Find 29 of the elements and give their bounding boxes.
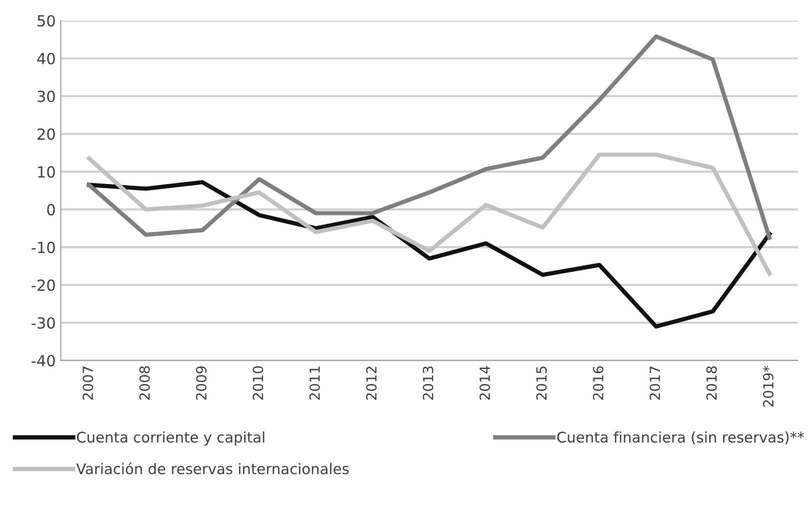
y-tick-label: -30 [32,317,55,329]
y-tick-label: -40 [32,354,55,367]
line-series [87,34,772,240]
x-tick-label: 2008 [139,366,150,400]
y-tick-label: 40 [37,52,55,64]
y-tick-label: 20 [38,128,55,140]
x-tick-label: 2013 [422,366,434,400]
x-tick-label: 2017 [650,366,660,400]
y-tick-label: -20 [32,279,55,291]
x-tick-label: 2016 [592,366,604,400]
legend-label: Cuenta corriente y capital [76,431,264,446]
x-tick-label: 2015 [536,366,547,400]
y-tick-label: 50 [38,15,55,27]
y-tick-label: 0 [47,204,55,216]
x-tick-label: 2014 [480,366,490,400]
y-tick-label: -10 [32,242,55,254]
x-tick-label: 2010 [252,366,264,400]
line-series [87,180,772,329]
x-tick-label: 2012 [366,366,377,400]
x-tick-label: 2018 [706,366,717,400]
line-series [87,152,772,276]
x-tick-label: 2019* [763,366,774,407]
legend-label: Variación de reservas internacionales [76,462,349,474]
x-tick-label: 2009 [196,366,207,400]
x-tick-label: 2011 [309,366,320,400]
y-tick-label: 10 [38,166,55,178]
legend-label: Cuenta financiera (sin reservas)** [557,431,804,444]
y-tick-label: 30 [38,90,55,102]
x-tick-label: 2007 [82,366,94,400]
